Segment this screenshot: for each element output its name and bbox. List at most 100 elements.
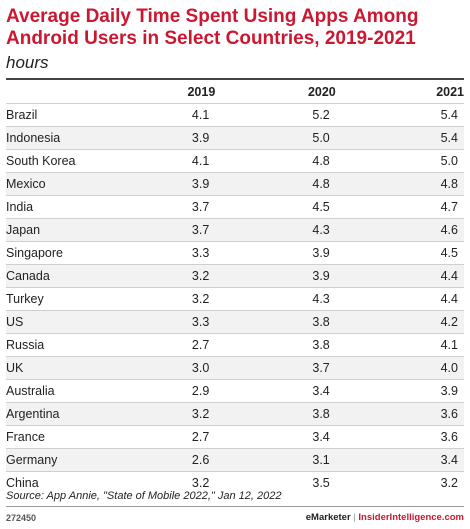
value-cell-2021: 5.0 bbox=[335, 149, 464, 173]
table-body: Brazil 4.1 5.2 5.4 Indonesia 3.9 5.0 5.4 South K… bbox=[6, 103, 464, 494]
country-label: Argentina bbox=[6, 402, 134, 426]
country-label: US bbox=[6, 310, 134, 334]
value-cell-2019: 3.9 bbox=[133, 172, 216, 196]
country-label: Turkey bbox=[6, 287, 134, 311]
brand-footer: eMarketer | InsiderIntelligence.com bbox=[306, 512, 464, 523]
table-row: Brazil 4.1 5.2 5.4 bbox=[6, 103, 464, 127]
table-row: Russia 2.7 3.8 4.1 bbox=[6, 333, 464, 357]
data-table: 2019 2020 2021 Brazil 4.1 5.2 5.4 Indonesia 3… bbox=[6, 80, 464, 494]
value-cell-2019: 3.2 bbox=[133, 402, 216, 426]
value-cell-2020: 3.4 bbox=[215, 379, 336, 403]
value-cell-2021: 3.9 bbox=[335, 379, 464, 403]
value-cell-2021: 5.4 bbox=[335, 126, 464, 150]
table-row: South Korea 4.1 4.8 5.0 bbox=[6, 149, 464, 173]
country-label: Singapore bbox=[6, 241, 134, 265]
value-cell-2020: 3.4 bbox=[215, 425, 336, 449]
value-cell-2019: 4.1 bbox=[133, 149, 216, 173]
value-cell-2021: 4.7 bbox=[335, 195, 464, 219]
table-row: Mexico 3.9 4.8 4.8 bbox=[6, 172, 464, 196]
table-row: US 3.3 3.8 4.2 bbox=[6, 310, 464, 334]
value-cell-2019: 3.2 bbox=[133, 287, 216, 311]
header-divider bbox=[6, 78, 464, 80]
value-cell-2021: 4.4 bbox=[335, 287, 464, 311]
country-label: Canada bbox=[6, 264, 134, 288]
country-label: Germany bbox=[6, 448, 134, 472]
value-cell-2020: 3.8 bbox=[215, 402, 336, 426]
value-cell-2021: 4.2 bbox=[335, 310, 464, 334]
value-cell-2019: 2.7 bbox=[133, 425, 216, 449]
value-cell-2020: 4.8 bbox=[215, 149, 336, 173]
value-cell-2020: 3.8 bbox=[215, 333, 336, 357]
country-label: Indonesia bbox=[6, 126, 134, 150]
value-cell-2020: 3.7 bbox=[215, 356, 336, 380]
brand-separator: | bbox=[353, 512, 356, 523]
country-label: India bbox=[6, 195, 134, 219]
value-cell-2020: 3.9 bbox=[215, 241, 336, 265]
value-cell-2019: 3.7 bbox=[133, 195, 216, 219]
country-label: South Korea bbox=[6, 149, 134, 173]
value-cell-2019: 3.0 bbox=[133, 356, 216, 380]
header-2019: 2019 bbox=[187, 84, 216, 99]
country-label: Japan bbox=[6, 218, 134, 242]
table-row: Singapore 3.3 3.9 4.5 bbox=[6, 241, 464, 265]
value-cell-2019: 3.3 bbox=[133, 241, 216, 265]
value-cell-2020: 3.8 bbox=[215, 310, 336, 334]
table-row: Japan 3.7 4.3 4.6 bbox=[6, 218, 464, 242]
value-cell-2021: 4.8 bbox=[335, 172, 464, 196]
chart-title: Average Daily Time Spent Using Apps Amon… bbox=[6, 6, 419, 49]
header-2021: 2021 bbox=[436, 84, 464, 99]
value-cell-2019: 3.9 bbox=[133, 126, 216, 150]
table-row: Canada 3.2 3.9 4.4 bbox=[6, 264, 464, 288]
value-cell-2020: 3.1 bbox=[215, 448, 336, 472]
table-row: Turkey 3.2 4.3 4.4 bbox=[6, 287, 464, 311]
value-cell-2020: 5.0 bbox=[215, 126, 336, 150]
value-cell-2020: 4.5 bbox=[215, 195, 336, 219]
table-row: Germany 2.6 3.1 3.4 bbox=[6, 448, 464, 472]
table-row: Australia 2.9 3.4 3.9 bbox=[6, 379, 464, 403]
value-cell-2019: 2.6 bbox=[133, 448, 216, 472]
table-row: China 3.2 3.5 3.2 bbox=[6, 471, 464, 494]
brand-insider-intelligence: InsiderIntelligence.com bbox=[358, 512, 464, 523]
value-cell-2020: 4.3 bbox=[215, 287, 336, 311]
country-label: Brazil bbox=[6, 103, 134, 127]
value-cell-2019: 3.7 bbox=[133, 218, 216, 242]
table-row: Indonesia 3.9 5.0 5.4 bbox=[6, 126, 464, 150]
value-cell-2019: 2.7 bbox=[133, 333, 216, 357]
value-cell-2020: 5.2 bbox=[215, 103, 336, 127]
value-cell-2019: 2.9 bbox=[133, 379, 216, 403]
value-cell-2020: 3.9 bbox=[215, 264, 336, 288]
table-row: UK 3.0 3.7 4.0 bbox=[6, 356, 464, 380]
country-label: Russia bbox=[6, 333, 134, 357]
country-label: Mexico bbox=[6, 172, 134, 196]
value-cell-2021: 4.6 bbox=[335, 218, 464, 242]
table-row: Argentina 3.2 3.8 3.6 bbox=[6, 402, 464, 426]
value-cell-2021: 3.6 bbox=[335, 402, 464, 426]
table-row: France 2.7 3.4 3.6 bbox=[6, 425, 464, 449]
source-note: Source: App Annie, "State of Mobile 2022… bbox=[6, 490, 282, 502]
header-2020: 2020 bbox=[307, 84, 336, 99]
chart-id: 272450 bbox=[6, 513, 37, 523]
country-label: China bbox=[6, 471, 134, 494]
brand-emarketer: eMarketer bbox=[305, 512, 351, 523]
value-cell-2021: 3.4 bbox=[335, 448, 464, 472]
value-cell-2021: 4.5 bbox=[335, 241, 464, 265]
value-cell-2019: 3.2 bbox=[133, 264, 216, 288]
chart-subtitle: hours bbox=[6, 53, 49, 72]
value-cell-2020: 3.5 bbox=[215, 471, 336, 494]
value-cell-2019: 3.2 bbox=[133, 471, 216, 494]
country-label: Australia bbox=[6, 379, 134, 403]
header-blank bbox=[6, 80, 133, 104]
country-label: UK bbox=[6, 356, 134, 380]
value-cell-2021: 4.0 bbox=[335, 356, 464, 380]
value-cell-2021: 4.4 bbox=[335, 264, 464, 288]
footer-divider bbox=[6, 506, 464, 507]
value-cell-2021: 3.2 bbox=[335, 471, 464, 494]
value-cell-2020: 4.8 bbox=[215, 172, 336, 196]
value-cell-2021: 5.4 bbox=[335, 103, 464, 127]
country-label: France bbox=[6, 425, 134, 449]
value-cell-2020: 4.3 bbox=[215, 218, 336, 242]
table-header-row: 2019 2020 2021 bbox=[6, 80, 464, 104]
value-cell-2019: 3.3 bbox=[133, 310, 216, 334]
value-cell-2021: 3.6 bbox=[335, 425, 464, 449]
table-row: India 3.7 4.5 4.7 bbox=[6, 195, 464, 219]
